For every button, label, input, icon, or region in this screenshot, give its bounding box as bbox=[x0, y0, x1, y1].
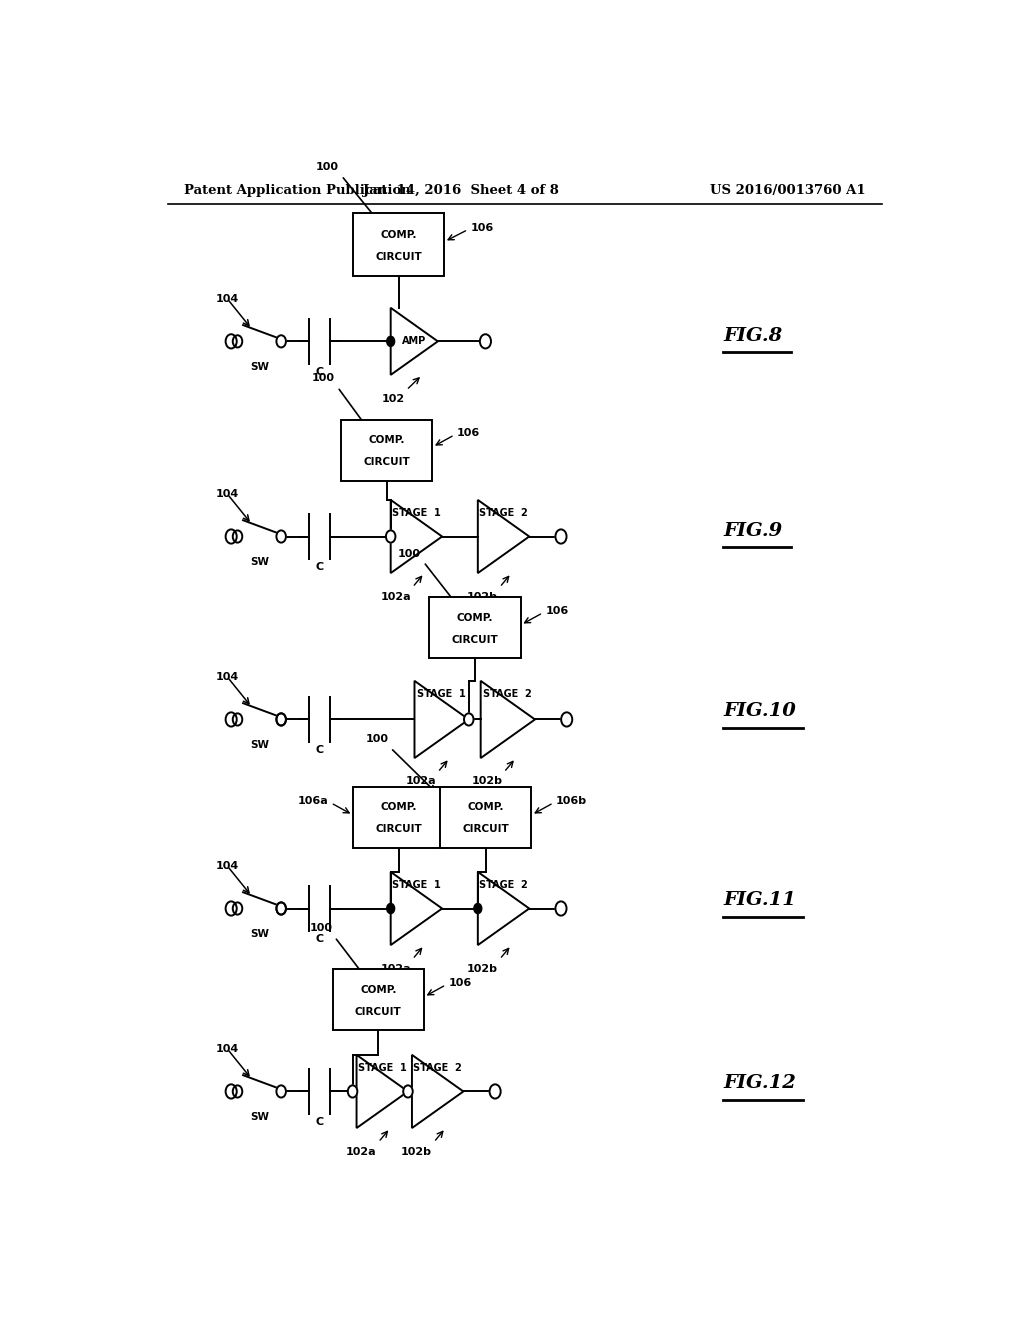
Bar bbox=[341, 420, 432, 480]
Text: COMP.: COMP. bbox=[468, 801, 504, 812]
Text: CIRCUIT: CIRCUIT bbox=[355, 1007, 401, 1018]
Text: 102b: 102b bbox=[471, 776, 502, 787]
Text: SW: SW bbox=[250, 739, 269, 750]
Text: SW: SW bbox=[250, 362, 269, 372]
Text: 100: 100 bbox=[312, 374, 335, 383]
Text: SW: SW bbox=[250, 929, 269, 939]
Circle shape bbox=[386, 531, 395, 543]
Circle shape bbox=[225, 529, 237, 544]
Text: STAGE  2: STAGE 2 bbox=[483, 689, 532, 700]
Circle shape bbox=[348, 1085, 357, 1097]
Circle shape bbox=[561, 713, 572, 726]
Circle shape bbox=[387, 903, 394, 913]
Circle shape bbox=[232, 713, 243, 726]
Text: 106: 106 bbox=[470, 223, 494, 232]
Circle shape bbox=[474, 903, 481, 913]
Text: 106: 106 bbox=[449, 978, 472, 987]
Text: 102a: 102a bbox=[380, 965, 411, 974]
Text: 100: 100 bbox=[366, 734, 388, 744]
Circle shape bbox=[276, 903, 286, 915]
Text: 100: 100 bbox=[316, 161, 339, 172]
Text: C: C bbox=[315, 935, 324, 944]
Text: CIRCUIT: CIRCUIT bbox=[452, 635, 499, 645]
Text: Jan. 14, 2016  Sheet 4 of 8: Jan. 14, 2016 Sheet 4 of 8 bbox=[364, 185, 559, 198]
Circle shape bbox=[276, 335, 286, 347]
Circle shape bbox=[232, 1085, 243, 1097]
Text: COMP.: COMP. bbox=[380, 230, 417, 240]
Circle shape bbox=[276, 903, 286, 915]
Circle shape bbox=[232, 903, 243, 915]
Circle shape bbox=[480, 334, 490, 348]
Text: C: C bbox=[315, 367, 324, 376]
Text: 104: 104 bbox=[216, 488, 239, 499]
Text: 102a: 102a bbox=[380, 593, 411, 602]
Circle shape bbox=[232, 531, 243, 543]
Text: COMP.: COMP. bbox=[380, 801, 417, 812]
Circle shape bbox=[387, 337, 394, 346]
Text: COMP.: COMP. bbox=[360, 985, 396, 995]
Circle shape bbox=[276, 1085, 286, 1097]
Text: SW: SW bbox=[250, 557, 269, 566]
Text: STAGE  1: STAGE 1 bbox=[417, 689, 466, 700]
Text: STAGE  2: STAGE 2 bbox=[479, 880, 528, 890]
Text: STAGE  2: STAGE 2 bbox=[414, 1063, 462, 1073]
Text: COMP.: COMP. bbox=[369, 436, 404, 445]
Text: FIG.12: FIG.12 bbox=[723, 1074, 796, 1093]
Text: 102b: 102b bbox=[467, 593, 498, 602]
Text: FIG.8: FIG.8 bbox=[723, 327, 782, 346]
Bar bbox=[440, 787, 531, 847]
Circle shape bbox=[276, 713, 286, 726]
Text: STAGE  1: STAGE 1 bbox=[358, 1063, 407, 1073]
Circle shape bbox=[555, 902, 566, 916]
Text: 102a: 102a bbox=[346, 1147, 377, 1158]
Text: COMP.: COMP. bbox=[457, 612, 494, 623]
Circle shape bbox=[276, 531, 286, 543]
Circle shape bbox=[225, 902, 237, 916]
Text: FIG.11: FIG.11 bbox=[723, 891, 796, 909]
Text: 102b: 102b bbox=[401, 1147, 432, 1158]
Text: 102: 102 bbox=[382, 395, 404, 404]
Circle shape bbox=[403, 1085, 413, 1097]
Text: 106a: 106a bbox=[298, 796, 329, 805]
Text: 102a: 102a bbox=[406, 776, 436, 787]
Text: STAGE  1: STAGE 1 bbox=[392, 508, 440, 519]
Circle shape bbox=[225, 334, 237, 348]
Bar bbox=[353, 214, 444, 276]
Text: 106: 106 bbox=[546, 606, 568, 615]
Text: 104: 104 bbox=[216, 861, 239, 871]
Text: CIRCUIT: CIRCUIT bbox=[375, 252, 422, 261]
Bar bbox=[429, 598, 521, 659]
Text: 102b: 102b bbox=[467, 965, 498, 974]
Bar bbox=[333, 969, 424, 1031]
Text: 104: 104 bbox=[216, 293, 239, 304]
Text: CIRCUIT: CIRCUIT bbox=[364, 457, 410, 467]
Text: STAGE  1: STAGE 1 bbox=[392, 880, 440, 890]
Bar bbox=[353, 787, 444, 847]
Text: SW: SW bbox=[250, 1111, 269, 1122]
Text: 100: 100 bbox=[398, 549, 421, 558]
Text: C: C bbox=[315, 562, 324, 572]
Text: 100: 100 bbox=[309, 923, 332, 933]
Circle shape bbox=[489, 1084, 501, 1098]
Text: US 2016/0013760 A1: US 2016/0013760 A1 bbox=[711, 185, 866, 198]
Text: 104: 104 bbox=[216, 672, 239, 681]
Text: AMP: AMP bbox=[402, 337, 426, 346]
Text: C: C bbox=[315, 1117, 324, 1127]
Text: FIG.10: FIG.10 bbox=[723, 702, 796, 721]
Text: 104: 104 bbox=[216, 1044, 239, 1053]
Circle shape bbox=[464, 713, 473, 726]
Text: FIG.9: FIG.9 bbox=[723, 523, 782, 540]
Circle shape bbox=[555, 529, 566, 544]
Text: 106: 106 bbox=[457, 428, 480, 438]
Text: C: C bbox=[315, 744, 324, 755]
Circle shape bbox=[232, 335, 243, 347]
Text: Patent Application Publication: Patent Application Publication bbox=[183, 185, 411, 198]
Circle shape bbox=[225, 1084, 237, 1098]
Text: CIRCUIT: CIRCUIT bbox=[463, 824, 509, 834]
Text: CIRCUIT: CIRCUIT bbox=[375, 824, 422, 834]
Circle shape bbox=[276, 713, 286, 726]
Circle shape bbox=[225, 713, 237, 726]
Text: 106b: 106b bbox=[556, 796, 587, 805]
Text: STAGE  2: STAGE 2 bbox=[479, 508, 528, 519]
